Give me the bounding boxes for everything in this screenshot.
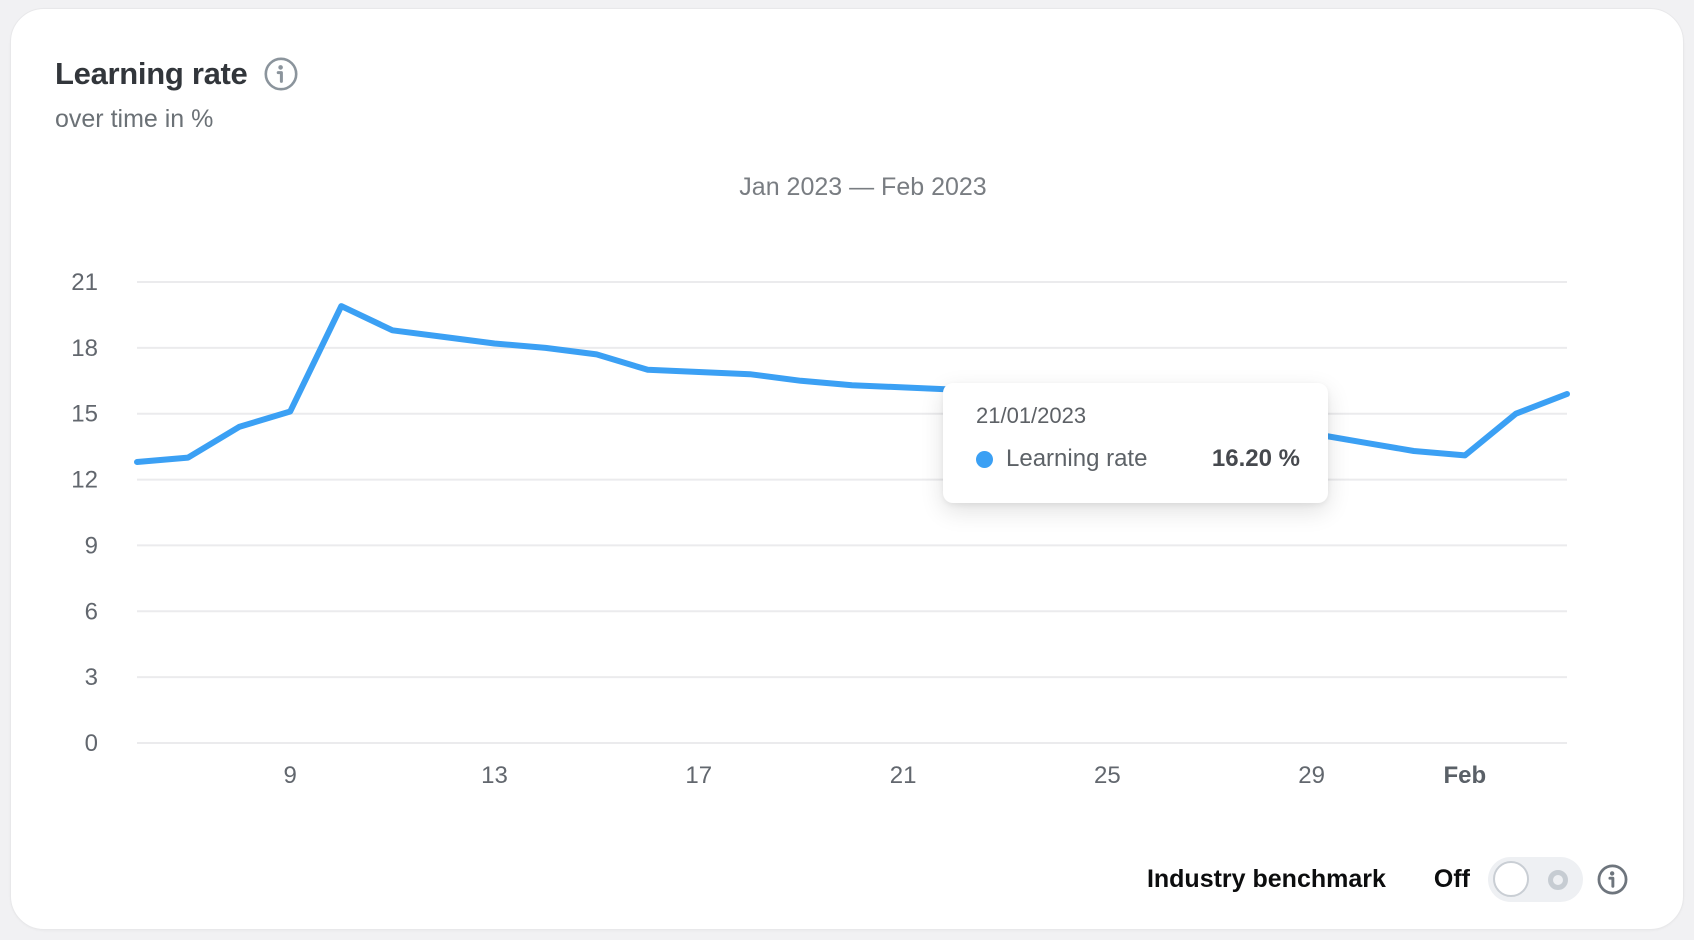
- chart-tooltip: 21/01/2023 Learning rate 16.20 %: [943, 383, 1328, 503]
- x-axis-label: 21: [890, 762, 917, 789]
- x-axis-label: 17: [685, 762, 712, 789]
- y-axis-label: 12: [71, 467, 98, 494]
- y-axis-label: 3: [85, 664, 98, 691]
- tooltip-value: 16.20 %: [1211, 445, 1300, 472]
- industry-benchmark-label: Industry benchmark: [1146, 865, 1386, 893]
- x-axis-label: Feb: [1444, 762, 1487, 789]
- chart-subtitle: over time in %: [55, 105, 214, 133]
- y-axis-label: 0: [85, 730, 98, 757]
- chart-range-title: Jan 2023 — Feb 2023: [739, 173, 987, 201]
- y-axis-label: 9: [85, 532, 98, 559]
- title-info-icon[interactable]: [263, 56, 299, 92]
- x-axis-label: 25: [1094, 762, 1121, 789]
- y-axis-label: 18: [71, 335, 98, 362]
- tooltip-date: 21/01/2023: [976, 403, 1087, 428]
- benchmark-toggle[interactable]: [1488, 857, 1583, 902]
- y-axis-label: 21: [71, 269, 98, 296]
- y-axis-label: 15: [71, 401, 98, 428]
- x-axis-label: 29: [1298, 762, 1325, 789]
- series-dot-icon: [976, 450, 993, 468]
- benchmark-state-label: Off: [1433, 865, 1470, 893]
- benchmark-info-icon[interactable]: [1596, 863, 1629, 896]
- chart-card: Learning rate over time in % Jan 2023 — …: [10, 8, 1684, 930]
- x-axis-label: 9: [284, 762, 297, 789]
- tooltip-series-label: Learning rate: [1006, 445, 1148, 472]
- y-axis-label: 6: [85, 598, 98, 625]
- page-title: Learning rate: [55, 56, 248, 91]
- industry-benchmark-control: Industry benchmark Off: [1147, 857, 1629, 902]
- toggle-knob[interactable]: [1493, 861, 1529, 897]
- series-line[interactable]: [134, 303, 1570, 465]
- x-axis-label: 13: [481, 762, 508, 789]
- toggle-ring-icon: [1548, 870, 1568, 890]
